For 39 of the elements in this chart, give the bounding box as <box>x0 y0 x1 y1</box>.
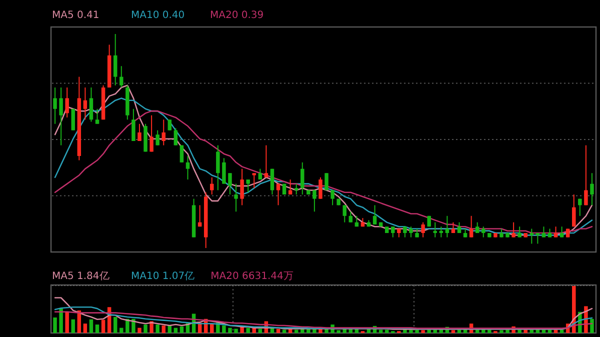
bar <box>378 330 383 333</box>
bar <box>162 325 166 333</box>
text: MA20 0.39 <box>210 10 264 21</box>
bar <box>120 328 124 333</box>
bar <box>89 319 94 333</box>
bar <box>560 330 564 333</box>
bar <box>282 330 286 333</box>
bar <box>95 324 100 333</box>
bar <box>451 330 456 333</box>
bar <box>228 328 232 333</box>
bar <box>180 326 184 333</box>
bar <box>590 318 594 333</box>
bar <box>132 318 136 333</box>
text: MA10 0.40 <box>131 10 185 21</box>
bar <box>252 328 256 333</box>
bar <box>71 319 75 333</box>
bar <box>113 317 118 333</box>
bar <box>59 308 63 333</box>
bar <box>101 320 106 333</box>
bar <box>65 311 69 333</box>
text: MA10 1.07亿 <box>131 271 195 282</box>
bar <box>126 318 130 333</box>
bar <box>500 330 504 333</box>
bar <box>384 330 389 333</box>
bar <box>246 328 250 333</box>
bar <box>83 324 88 333</box>
text: MA20 6631.44万 <box>210 271 294 282</box>
text: MA5 0.41 <box>52 10 100 21</box>
bar <box>138 328 142 333</box>
bar <box>234 328 238 333</box>
bar <box>222 325 226 333</box>
bar <box>294 330 298 333</box>
bar <box>336 330 340 333</box>
series-label: MA5 1.84亿 <box>52 271 110 282</box>
bar <box>53 317 57 333</box>
bar <box>174 328 178 333</box>
bar <box>421 330 425 333</box>
bar <box>144 324 148 333</box>
bar <box>156 324 160 333</box>
